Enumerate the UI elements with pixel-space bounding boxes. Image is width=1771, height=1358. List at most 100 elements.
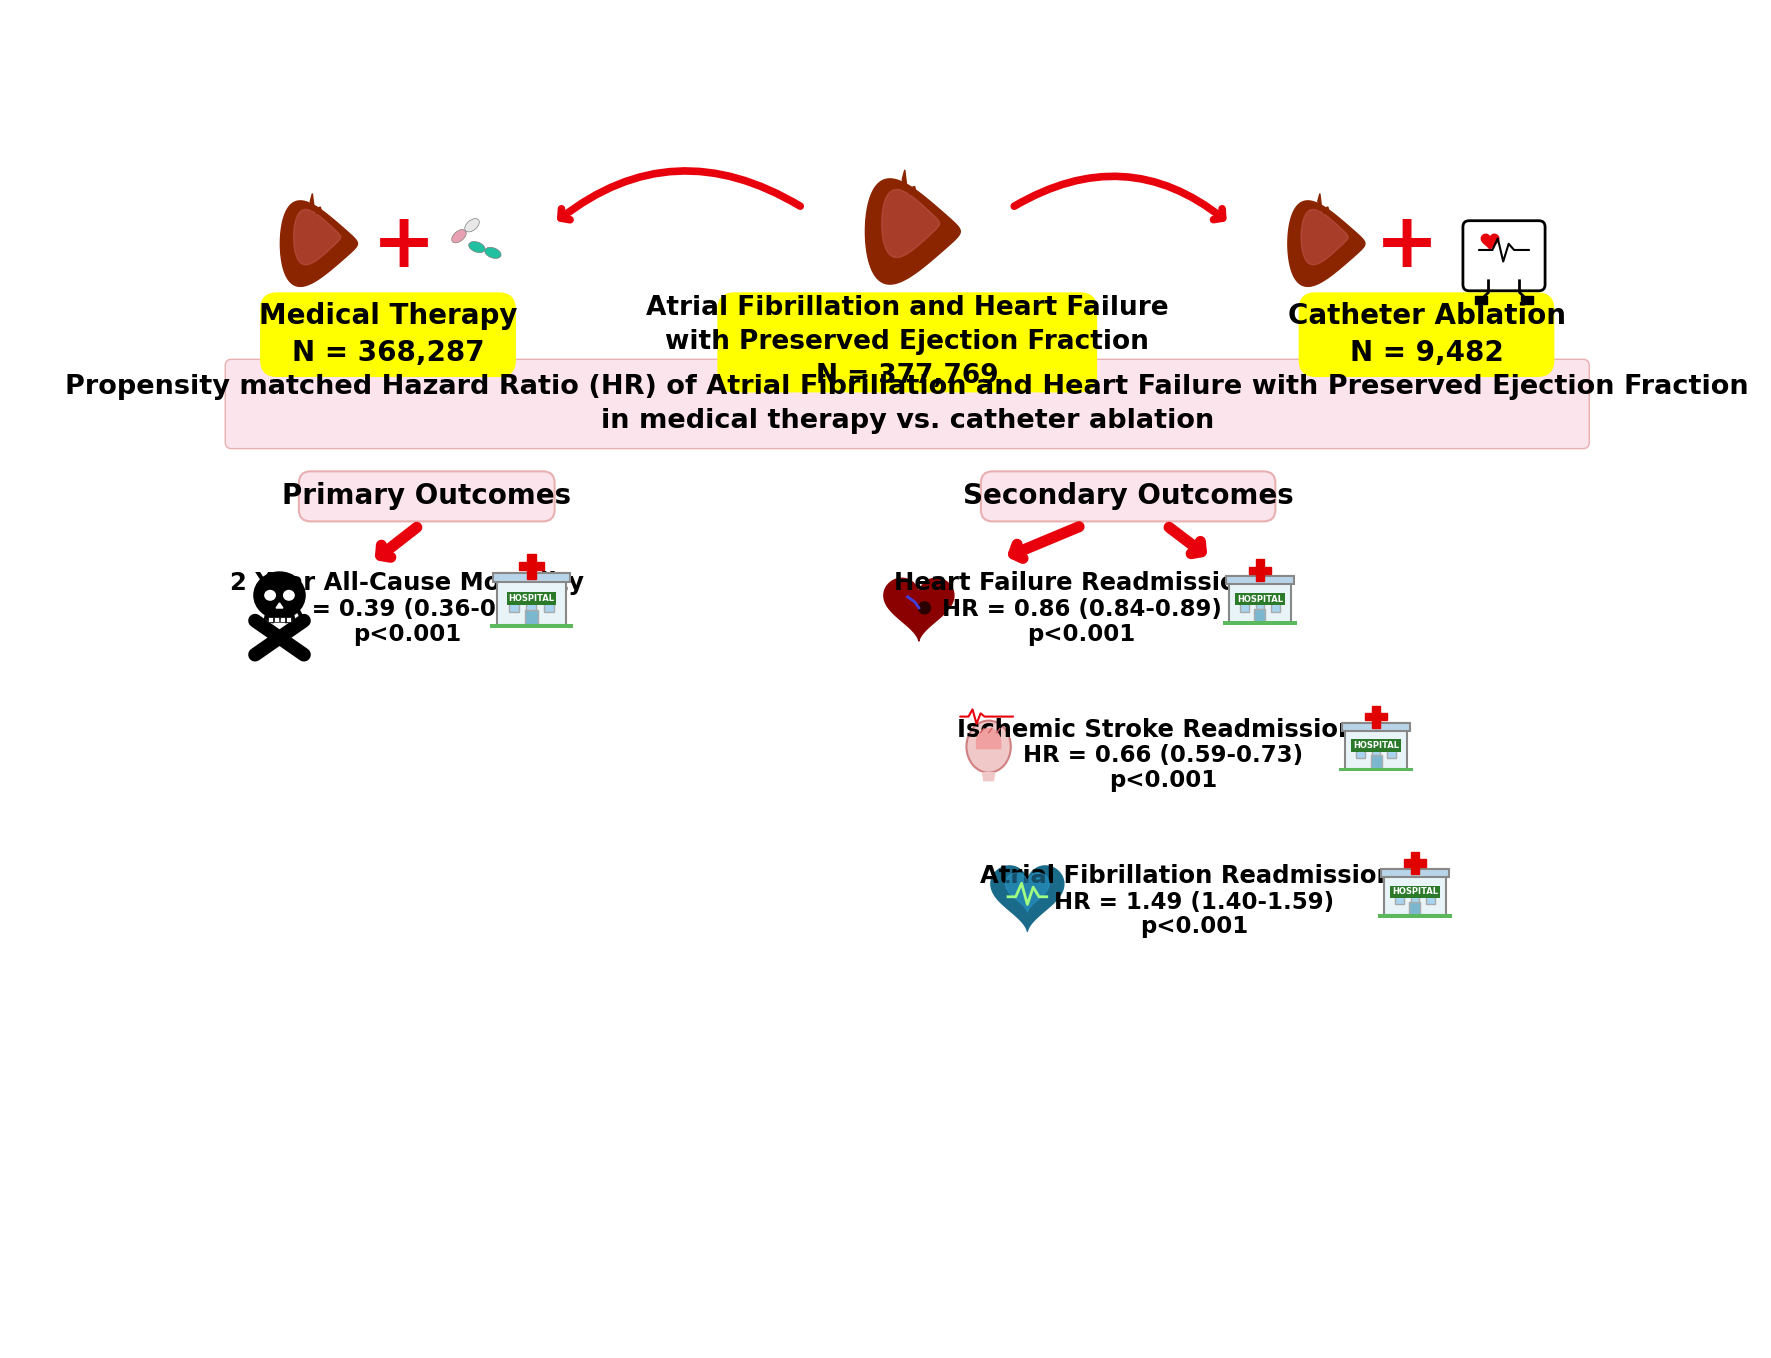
Polygon shape <box>264 608 294 623</box>
Ellipse shape <box>452 230 466 243</box>
Bar <box>267 618 273 622</box>
FancyBboxPatch shape <box>1426 894 1435 904</box>
Polygon shape <box>983 773 995 781</box>
Bar <box>280 618 285 622</box>
Polygon shape <box>882 190 940 258</box>
FancyBboxPatch shape <box>981 471 1275 521</box>
Polygon shape <box>1323 206 1328 213</box>
Bar <box>1475 296 1488 304</box>
Polygon shape <box>280 201 358 287</box>
FancyBboxPatch shape <box>717 292 1096 392</box>
Polygon shape <box>884 579 955 641</box>
Polygon shape <box>519 554 544 579</box>
Polygon shape <box>1249 559 1272 581</box>
Bar <box>275 618 280 622</box>
Text: +: + <box>1374 209 1440 282</box>
Text: Catheter Ablation
N = 9,482: Catheter Ablation N = 9,482 <box>1288 303 1566 367</box>
FancyBboxPatch shape <box>225 360 1589 448</box>
Polygon shape <box>294 209 340 265</box>
Text: Ischemic Stroke Readmissions: Ischemic Stroke Readmissions <box>956 717 1369 741</box>
Circle shape <box>917 602 932 615</box>
FancyBboxPatch shape <box>1373 747 1380 758</box>
FancyBboxPatch shape <box>492 573 570 583</box>
Text: Atrial Fibrillation Readmissions: Atrial Fibrillation Readmissions <box>979 864 1408 888</box>
Text: Heart Failure Readmissions: Heart Failure Readmissions <box>894 572 1268 595</box>
FancyBboxPatch shape <box>1240 600 1249 611</box>
Polygon shape <box>992 866 1064 932</box>
FancyBboxPatch shape <box>1371 755 1381 769</box>
Polygon shape <box>866 179 960 284</box>
Text: p<0.001: p<0.001 <box>1109 769 1217 792</box>
Text: Atrial Fibrillation and Heart Failure
with Preserved Ejection Fraction
N = 377,7: Atrial Fibrillation and Heart Failure wi… <box>646 296 1169 390</box>
FancyBboxPatch shape <box>508 600 519 612</box>
FancyBboxPatch shape <box>260 292 515 378</box>
FancyBboxPatch shape <box>1342 722 1410 731</box>
Polygon shape <box>1318 194 1321 210</box>
Ellipse shape <box>967 721 1011 773</box>
FancyBboxPatch shape <box>489 623 574 627</box>
Text: Medical Therapy
N = 368,287: Medical Therapy N = 368,287 <box>259 303 517 367</box>
FancyBboxPatch shape <box>1396 894 1404 904</box>
Circle shape <box>298 649 310 660</box>
Text: HR = 0.66 (0.59-0.73): HR = 0.66 (0.59-0.73) <box>1024 744 1303 767</box>
Text: p<0.001: p<0.001 <box>352 623 462 645</box>
FancyBboxPatch shape <box>1381 869 1449 877</box>
FancyBboxPatch shape <box>1222 622 1296 625</box>
FancyBboxPatch shape <box>1387 747 1396 758</box>
Polygon shape <box>909 186 916 194</box>
Text: +: + <box>372 209 436 282</box>
Polygon shape <box>901 170 907 190</box>
FancyBboxPatch shape <box>1346 722 1408 769</box>
Bar <box>287 618 292 622</box>
FancyBboxPatch shape <box>1463 221 1544 291</box>
FancyBboxPatch shape <box>526 600 537 612</box>
Circle shape <box>250 649 260 660</box>
Ellipse shape <box>464 219 480 232</box>
Ellipse shape <box>264 589 276 600</box>
FancyBboxPatch shape <box>1229 576 1291 623</box>
Text: p<0.001: p<0.001 <box>1027 623 1135 645</box>
Text: HOSPITAL: HOSPITAL <box>1392 887 1438 896</box>
Polygon shape <box>976 729 1001 748</box>
Ellipse shape <box>283 589 294 600</box>
Polygon shape <box>1365 706 1387 728</box>
Polygon shape <box>315 206 321 213</box>
Text: HOSPITAL: HOSPITAL <box>508 595 554 603</box>
FancyBboxPatch shape <box>1254 610 1266 623</box>
FancyBboxPatch shape <box>1378 914 1452 918</box>
Text: Secondary Outcomes: Secondary Outcomes <box>963 482 1293 511</box>
FancyBboxPatch shape <box>524 610 538 625</box>
FancyBboxPatch shape <box>1226 576 1295 584</box>
FancyBboxPatch shape <box>1410 902 1420 915</box>
FancyBboxPatch shape <box>299 471 554 521</box>
Circle shape <box>298 615 310 626</box>
Bar <box>1521 296 1534 304</box>
Text: HOSPITAL: HOSPITAL <box>1353 741 1399 750</box>
Text: 2 Year All-Cause Mortality: 2 Year All-Cause Mortality <box>230 572 584 595</box>
FancyBboxPatch shape <box>1298 292 1555 378</box>
Ellipse shape <box>469 242 485 253</box>
FancyBboxPatch shape <box>1383 869 1445 915</box>
Text: HOSPITAL: HOSPITAL <box>1236 595 1282 604</box>
Text: p<0.001: p<0.001 <box>1141 915 1249 938</box>
Text: Propensity matched Hazard Ratio (HR) of Atrial Fibrillation and Heart Failure wi: Propensity matched Hazard Ratio (HR) of … <box>66 373 1750 401</box>
FancyBboxPatch shape <box>1272 600 1280 611</box>
FancyBboxPatch shape <box>1357 747 1365 758</box>
FancyBboxPatch shape <box>544 600 554 612</box>
Polygon shape <box>1006 873 1048 913</box>
Polygon shape <box>1302 209 1348 265</box>
Polygon shape <box>1404 851 1426 875</box>
Text: HR = 1.49 (1.40-1.59): HR = 1.49 (1.40-1.59) <box>1054 891 1334 914</box>
FancyBboxPatch shape <box>1410 894 1419 904</box>
Ellipse shape <box>485 247 501 258</box>
Text: Primary Outcomes: Primary Outcomes <box>282 482 572 511</box>
Text: HR = 0.86 (0.84-0.89): HR = 0.86 (0.84-0.89) <box>942 598 1222 621</box>
Polygon shape <box>1288 201 1365 287</box>
Polygon shape <box>310 194 315 210</box>
FancyBboxPatch shape <box>1256 600 1264 611</box>
Text: HR = 0.39 (0.36-0.42): HR = 0.39 (0.36-0.42) <box>267 598 547 621</box>
FancyBboxPatch shape <box>1339 767 1413 771</box>
Polygon shape <box>276 603 283 608</box>
Polygon shape <box>1481 234 1498 250</box>
Ellipse shape <box>253 572 305 619</box>
